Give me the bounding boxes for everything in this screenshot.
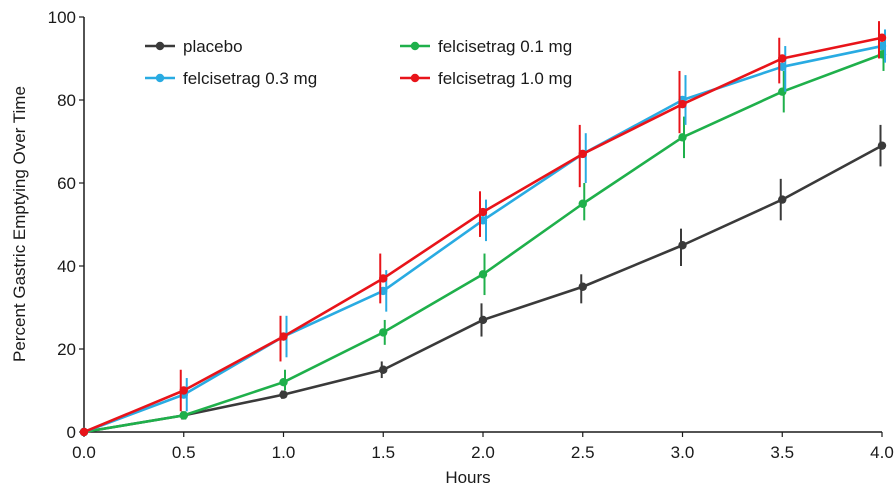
x-tick-label: 3.5 [770, 443, 794, 462]
legend-item: felcisetrag 1.0 mg [400, 69, 572, 88]
legend-item: felcisetrag 0.3 mg [145, 69, 317, 88]
x-tick-label: 3.0 [671, 443, 695, 462]
legend-label: felcisetrag 1.0 mg [438, 69, 572, 88]
y-tick-label: 60 [57, 174, 76, 193]
data-point [778, 195, 787, 204]
x-tick-label: 0.0 [72, 443, 96, 462]
x-tick-labels: 0.0 0.5 1.0 1.5 2.0 2.5 3.0 3.5 4.0 [72, 432, 894, 462]
legend-label: felcisetrag 0.1 mg [438, 37, 572, 56]
plot-area [79, 21, 887, 437]
y-tick-label: 0 [67, 423, 76, 442]
series-placebo [79, 124, 887, 437]
data-point [478, 270, 488, 279]
data-point [578, 149, 587, 159]
data-point [478, 315, 488, 325]
data-point [279, 390, 288, 399]
error-bars [184, 41, 885, 420]
data-point [79, 427, 89, 437]
y-tick-label: 20 [57, 340, 76, 359]
y-tick-label: 100 [48, 8, 76, 27]
data-point [179, 411, 188, 420]
y-tick-label: 80 [57, 91, 76, 110]
error-bars [181, 124, 882, 420]
data-point [179, 386, 188, 395]
x-tick-label: 1.5 [371, 443, 395, 462]
legend-swatch-marker [155, 73, 165, 83]
data-point [478, 207, 488, 217]
series-line [83, 144, 883, 434]
x-axis-title: Hours [445, 468, 490, 487]
legend-label: felcisetrag 0.3 mg [183, 69, 317, 88]
data-point [279, 332, 288, 341]
x-tick-label: 1.0 [272, 443, 296, 462]
series-line [83, 44, 883, 434]
x-tick-label: 4.0 [870, 443, 894, 462]
data-point [379, 328, 388, 337]
y-axis-title: Percent Gastric Emptying Over Time [10, 86, 29, 362]
legend-label: placebo [183, 37, 243, 56]
series-felcisetrag-0-3-mg [79, 29, 887, 437]
data-point [778, 54, 787, 63]
data-point [678, 99, 687, 109]
legend-swatch-marker [410, 73, 420, 83]
x-tick-label: 0.5 [172, 443, 196, 462]
series-felcisetrag-1-0-mg [79, 21, 887, 437]
data-point [877, 141, 887, 150]
data-point [379, 365, 388, 374]
data-point [578, 199, 587, 208]
data-point [578, 282, 587, 291]
legend: placebo felcisetrag 0.1 mg felcisetrag 0.3… [145, 37, 572, 88]
legend-swatch-marker [410, 41, 420, 51]
legend-swatch-marker [155, 41, 165, 51]
data-point [678, 241, 687, 250]
series-line [83, 36, 883, 434]
series-felcisetrag-0-1-mg [79, 41, 887, 437]
data-point [279, 378, 288, 387]
y-tick-label: 40 [57, 257, 76, 276]
legend-item: felcisetrag 0.1 mg [400, 37, 572, 56]
x-tick-label: 2.5 [571, 443, 595, 462]
data-point [877, 33, 887, 42]
legend-item: placebo [145, 37, 243, 56]
data-point [379, 274, 388, 283]
data-point [678, 133, 687, 142]
y-tick-labels: 0 20 40 60 80 100 [48, 8, 84, 442]
series-line [83, 53, 883, 434]
x-tick-label: 2.0 [471, 443, 495, 462]
